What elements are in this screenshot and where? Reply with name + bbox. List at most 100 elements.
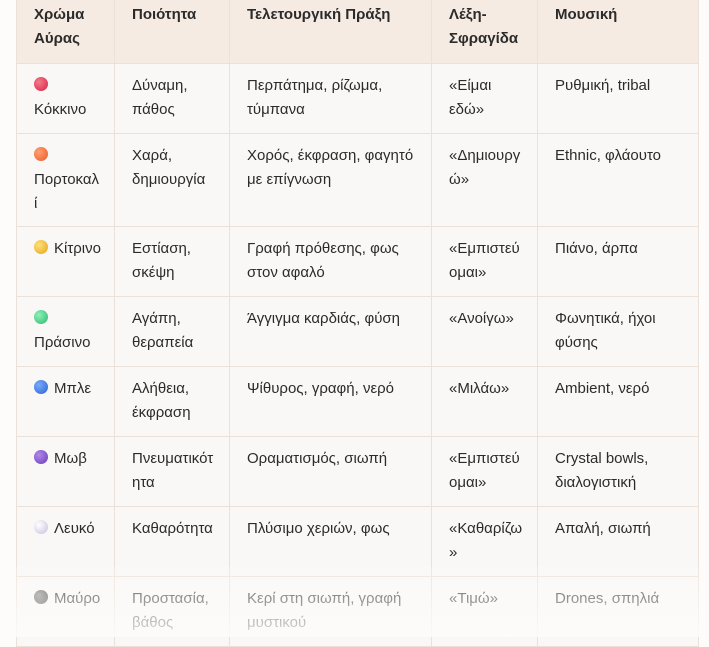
table-cell: «Καθαρίζω» <box>431 506 538 577</box>
cell-text: Πλύσιμο χεριών, φως <box>247 520 390 537</box>
cell-text: Drones, σπηλιά <box>555 590 660 607</box>
color-dot <box>34 520 48 534</box>
color-dot <box>34 380 48 394</box>
cell-text: Φωνητικά, ήχοι φύσης <box>555 310 656 351</box>
table-header: Χρώμα Αύρας Ποιότητα Τελετουργική Πράξη Λέξ… <box>16 0 699 64</box>
cell-text: Καθαρότητα <box>132 520 213 537</box>
table-row: Μπλε Αλήθεια, έκφραση Ψίθυρος, γραφή, νερό… <box>16 366 699 437</box>
cell-text: Ψίθυρος, γραφή, νερό <box>247 380 395 397</box>
table-cell: Αγάπη, θεραπεία <box>114 296 230 367</box>
table-cell: Πιάνο, άρπα <box>537 226 699 297</box>
cell-text: «Τιμώ» <box>449 590 498 607</box>
table-cell: Μωβ <box>16 436 115 507</box>
table-cell: Αλήθεια, έκφραση <box>114 366 230 437</box>
cell-text: Οραματισμός, σιωπή <box>247 450 388 467</box>
table-cell: Χαρά, δημιουργία <box>114 133 230 227</box>
cell-text: «Εμπιστεύομαι» <box>449 240 520 281</box>
table-row: Λευκό Καθαρότητα Πλύσιμο χεριών, φως «Καθαρ… <box>16 506 699 577</box>
table-row: Πορτοκαλί Χαρά, δημιουργία Χορός, έκφραση,… <box>16 133 699 227</box>
cell-text: Crystal bowls, διαλογιστική <box>555 450 649 491</box>
cell-text: Ρυθμική, tribal <box>555 77 651 94</box>
table-cell: Προστασία, βάθος <box>114 576 230 647</box>
cell-text: Πράσινο <box>34 334 91 351</box>
color-dot <box>34 240 48 254</box>
cell-text: Πιάνο, άρπα <box>555 240 638 257</box>
cell-text: Χορός, έκφραση, φαγητό με επίγνωση <box>247 147 414 188</box>
cell-text: Κερί στη σιωπή, γραφή μυστικού <box>247 590 402 631</box>
header-row: Χρώμα Αύρας Ποιότητα Τελετουργική Πράξη Λέξ… <box>16 0 699 64</box>
table-cell: Ethnic, φλάουτο <box>537 133 699 227</box>
table-cell: Εστίαση, σκέψη <box>114 226 230 297</box>
table-cell: «Ανοίγω» <box>431 296 538 367</box>
cell-text: Μαύρο <box>54 590 101 607</box>
table-cell: Κερί στη σιωπή, γραφή μυστικού <box>229 576 432 647</box>
cell-text: Λευκό <box>54 520 95 537</box>
table-cell: «Εμπιστεύομαι» <box>431 226 538 297</box>
table-cell: Κίτρινο <box>16 226 115 297</box>
table-cell: «Είμαι εδώ» <box>431 63 538 134</box>
table-cell: Περπάτημα, ρίζωμα, τύμπανα <box>229 63 432 134</box>
cell-text: Μπλε <box>54 380 92 397</box>
table-cell: Ambient, νερό <box>537 366 699 437</box>
table-cell: Καθαρότητα <box>114 506 230 577</box>
table-cell: Crystal bowls, διαλογιστική <box>537 436 699 507</box>
cell-text: Προστασία, βάθος <box>132 590 209 631</box>
table-cell: Drones, σπηλιά <box>537 576 699 647</box>
color-dot <box>34 310 48 324</box>
cell-text: Κίτρινο <box>54 240 101 257</box>
cell-text: Δύναμη, πάθος <box>132 77 188 118</box>
table-row: Κίτρινο Εστίαση, σκέψη Γραφή πρόθεσης, φως… <box>16 226 699 297</box>
cell-text: «Εμπιστεύομαι» <box>449 450 520 491</box>
table-cell: Μπλε <box>16 366 115 437</box>
cell-text: Κόκκινο <box>34 101 87 118</box>
table-cell: Χορός, έκφραση, φαγητό με επίγνωση <box>229 133 432 227</box>
table-cell: Άγγιγμα καρδιάς, φύση <box>229 296 432 367</box>
cell-text: Μωβ <box>54 450 87 467</box>
cell-text: «Είμαι εδώ» <box>449 77 492 118</box>
table-row: Πράσινο Αγάπη, θεραπεία Άγγιγμα καρδιάς, φ… <box>16 296 699 367</box>
color-dot <box>34 77 48 91</box>
cell-text: Άγγιγμα καρδιάς, φύση <box>247 310 401 327</box>
cell-text: Ethnic, φλάουτο <box>555 147 662 164</box>
cell-text: Πορτοκαλί <box>34 171 100 212</box>
table-cell: «Εμπιστεύομαι» <box>431 436 538 507</box>
color-dot <box>34 590 48 604</box>
header-cell: Μουσική <box>537 0 699 64</box>
table-row: Μαύρο Προστασία, βάθος Κερί στη σιωπή, γρα… <box>16 576 699 647</box>
header-cell: Τελετουργική Πράξη <box>229 0 432 64</box>
table-row: Κόκκινο Δύναμη, πάθος Περπάτημα, ρίζωμα, τ… <box>16 63 699 134</box>
table-cell: «Μιλάω» <box>431 366 538 437</box>
table-cell: Ψίθυρος, γραφή, νερό <box>229 366 432 437</box>
aura-table: Χρώμα Αύρας Ποιότητα Τελετουργική Πράξη Λέξ… <box>16 0 699 647</box>
table-cell: «Δημιουργώ» <box>431 133 538 227</box>
cell-text: Αλήθεια, έκφραση <box>132 380 191 421</box>
table-cell: Οραματισμός, σιωπή <box>229 436 432 507</box>
header-cell: Λέξη-Σφραγίδα <box>431 0 538 64</box>
table-cell: Γραφή πρόθεσης, φως στον αφαλό <box>229 226 432 297</box>
table-cell: Φωνητικά, ήχοι φύσης <box>537 296 699 367</box>
table-cell: «Τιμώ» <box>431 576 538 647</box>
cell-text: «Δημιουργώ» <box>449 147 521 188</box>
color-dot <box>34 147 48 161</box>
header-cell: Χρώμα Αύρας <box>16 0 115 64</box>
table-cell: Δύναμη, πάθος <box>114 63 230 134</box>
cell-text: Περπάτημα, ρίζωμα, τύμπανα <box>247 77 383 118</box>
cell-text: Χαρά, δημιουργία <box>132 147 206 188</box>
cell-text: «Καθαρίζω» <box>449 520 523 561</box>
table-cell: Πνευματικότητα <box>114 436 230 507</box>
cell-text: «Μιλάω» <box>449 380 510 397</box>
table-cell: Λευκό <box>16 506 115 577</box>
table-cell: Κόκκινο <box>16 63 115 134</box>
cell-text: Εστίαση, σκέψη <box>132 240 191 281</box>
table-cell: Πορτοκαλί <box>16 133 115 227</box>
color-dot <box>34 450 48 464</box>
cell-text: Αγάπη, θεραπεία <box>132 310 194 351</box>
cell-text: Απαλή, σιωπή <box>555 520 651 537</box>
cell-text: Πνευματικότητα <box>132 450 214 491</box>
table-body: Κόκκινο Δύναμη, πάθος Περπάτημα, ρίζωμα, τ… <box>16 63 699 647</box>
table-cell: Απαλή, σιωπή <box>537 506 699 577</box>
table-cell: Ρυθμική, tribal <box>537 63 699 134</box>
table-row: Μωβ Πνευματικότητα Οραματισμός, σιωπή «Εμπι… <box>16 436 699 507</box>
cell-text: «Ανοίγω» <box>449 310 514 327</box>
